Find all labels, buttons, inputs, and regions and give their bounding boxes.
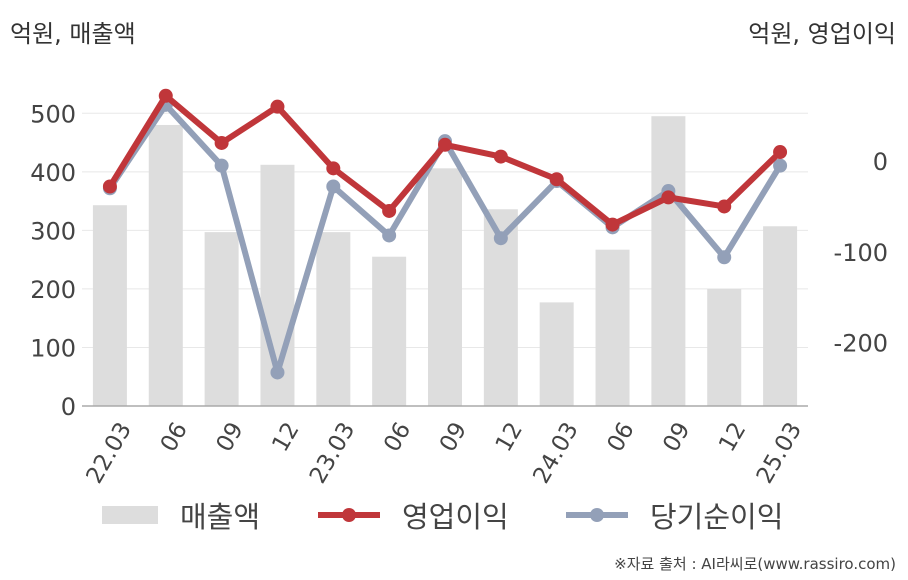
x-tick-label: 25.03 <box>752 418 807 488</box>
net-income-point <box>717 250 732 265</box>
left-tick-label: 100 <box>30 334 76 362</box>
legend-swatch-net <box>566 508 628 522</box>
operating-income-point <box>717 199 732 214</box>
revenue-bar <box>204 232 239 406</box>
operating-income-point <box>214 135 229 150</box>
revenue-bar <box>428 168 462 406</box>
legend: 매출액 영업이익 당기순이익 <box>0 494 908 534</box>
x-tick-label: 09 <box>435 418 472 456</box>
x-tick-label: 12 <box>714 418 751 456</box>
revenue-bar <box>148 124 183 407</box>
net-income-point <box>382 228 397 243</box>
x-tick-label: 12 <box>491 418 528 456</box>
legend-label-operating: 영업이익 <box>402 500 509 534</box>
x-tick-label: 24.03 <box>528 418 583 488</box>
legend-label-revenue: 매출액 <box>180 500 261 534</box>
right-axis-unit: 억원, 영업이익 <box>748 20 896 48</box>
net-income-point <box>270 365 285 380</box>
operating-income-point <box>773 145 788 160</box>
left-tick-label: 400 <box>30 159 76 187</box>
left-tick-label: 0 <box>61 393 76 421</box>
x-tick-label: 06 <box>379 418 416 456</box>
x-tick-label: 22.03 <box>82 418 137 488</box>
operating-income-point <box>158 88 173 103</box>
legend-item-net: 당기순이익 <box>566 494 783 536</box>
operating-income-point <box>605 217 620 232</box>
operating-income-point <box>438 137 452 152</box>
operating-income-point <box>493 149 508 164</box>
net-income-point <box>326 179 341 194</box>
revenue-bar <box>92 205 127 406</box>
revenue-bar <box>651 116 686 406</box>
x-tick-label: 12 <box>267 418 304 456</box>
x-tick-label: 09 <box>658 418 695 456</box>
left-tick-label: 500 <box>30 100 76 128</box>
left-axis-unit: 억원, 매출액 <box>10 20 136 48</box>
x-tick-label: 23.03 <box>305 418 360 488</box>
right-tick-label: -100 <box>834 239 888 267</box>
left-tick-label: 300 <box>30 217 76 245</box>
revenue-bar <box>595 249 630 406</box>
legend-item-operating: 영업이익 <box>318 494 509 536</box>
operating-income-point <box>549 172 564 187</box>
legend-label-net: 당기순이익 <box>650 500 784 534</box>
operating-income-point <box>326 161 341 176</box>
revenue-bar <box>763 226 798 406</box>
revenue-bar <box>539 302 574 406</box>
operating-income-point <box>661 190 676 205</box>
left-tick-label: 200 <box>30 276 76 304</box>
net-income-point <box>773 158 788 173</box>
operating-income-point <box>382 203 397 218</box>
net-income-point <box>214 158 229 173</box>
legend-swatch-operating <box>318 508 380 522</box>
operating-income-point <box>270 99 285 114</box>
right-tick-label: 0 <box>873 148 888 176</box>
x-tick-label: 09 <box>212 418 249 456</box>
legend-item-revenue: 매출액 <box>102 494 260 536</box>
operating-income-point <box>102 179 117 194</box>
source-note: ※자료 출처 : AI라씨로(www.rassiro.com) <box>614 555 896 573</box>
revenue-bar <box>707 288 742 406</box>
net-income-point <box>493 231 508 246</box>
x-tick-label: 06 <box>156 418 193 456</box>
x-tick-label: 06 <box>603 418 640 456</box>
right-tick-label: -200 <box>834 330 888 358</box>
revenue-bar <box>316 232 351 406</box>
revenue-bar <box>372 256 407 406</box>
legend-swatch-revenue <box>102 506 158 524</box>
